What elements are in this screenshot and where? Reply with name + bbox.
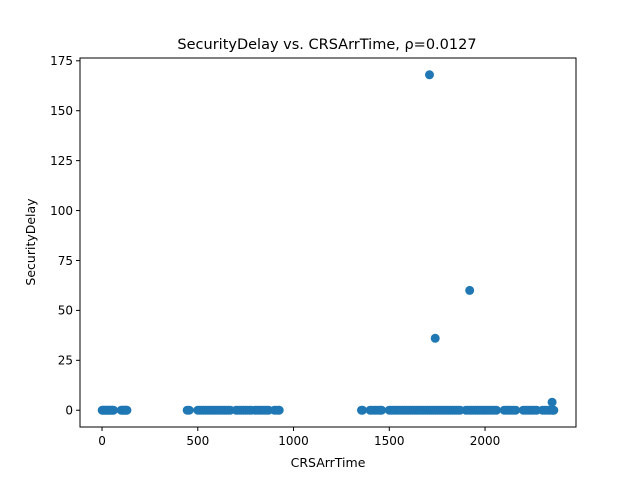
data-point [465,285,475,295]
data-point [274,405,284,415]
chart-title: SecurityDelay vs. CRSArrTime, ρ=0.0127 [177,37,476,53]
data-point [511,405,521,415]
data-point [109,405,118,415]
y-tick-label: 75 [58,254,73,268]
data-point [184,405,194,415]
y-tick-label: 125 [50,154,73,168]
x-tick-label: 500 [186,434,209,448]
data-point [377,405,387,415]
y-tick-label: 50 [58,304,73,318]
data-point [430,333,440,343]
data-point [425,70,434,80]
x-axis-label: CRSArrTime [291,455,366,470]
y-tick-label: 0 [65,404,73,418]
y-tick-label: 100 [50,204,73,218]
y-axis-label: SecurityDelay [23,198,38,286]
x-tick-label: 1500 [374,434,405,448]
y-tick-label: 150 [50,104,73,118]
data-point [358,405,367,415]
y-tick-label: 175 [50,54,73,68]
data-points [97,70,559,415]
x-axis-ticks: 0 500 1000 1500 2000 [98,427,500,448]
data-point [547,397,557,407]
plot-area-frame [79,57,577,428]
x-tick-label: 0 [98,434,106,448]
data-point [122,405,132,415]
y-tick-label: 25 [58,354,73,368]
y-axis-ticks: 0 25 50 75 100 125 150 175 [50,54,80,418]
x-tick-label: 2000 [470,434,501,448]
data-point [492,405,501,415]
x-tick-label: 1000 [278,434,309,448]
data-point [549,405,559,415]
